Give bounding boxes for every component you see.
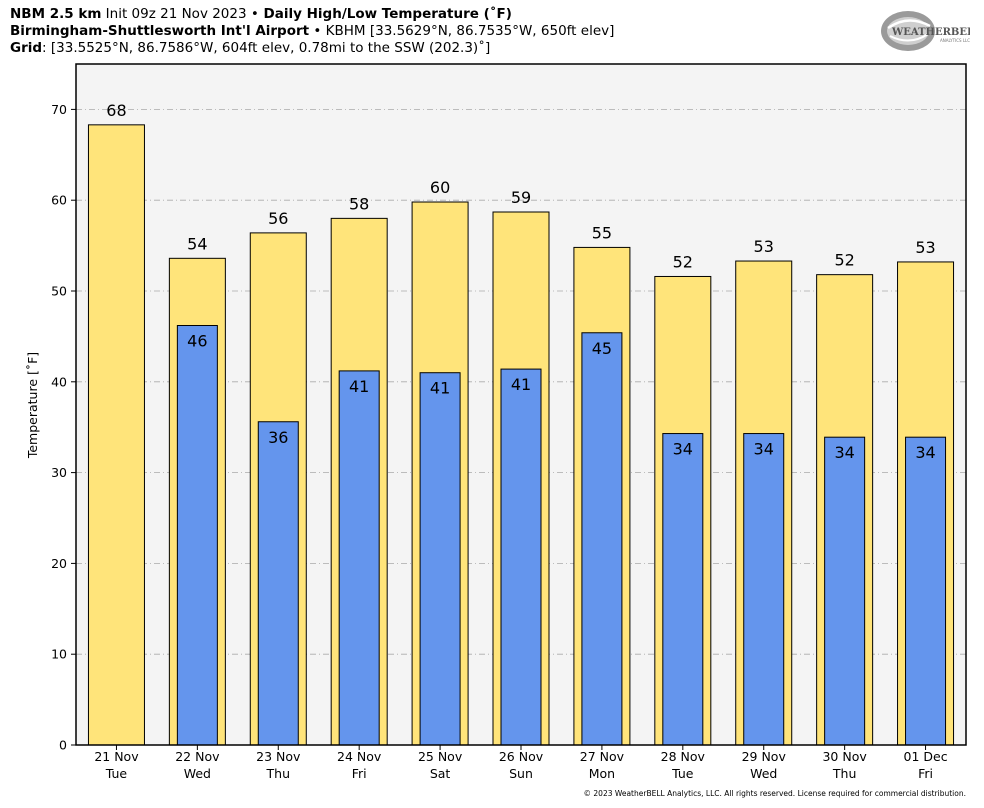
low-temp-label: 45 <box>592 339 612 358</box>
x-tick-day: Tue <box>671 766 694 781</box>
x-tick-date: 23 Nov <box>256 749 301 764</box>
x-tick-date: 21 Nov <box>94 749 139 764</box>
high-temp-label: 53 <box>754 237 774 256</box>
y-tick-label: 30 <box>51 465 67 480</box>
svg-text:WEATHERBELL: WEATHERBELL <box>891 27 970 38</box>
y-tick-label: 20 <box>51 556 67 571</box>
high-temp-label: 55 <box>592 223 612 242</box>
axes: 0 10 20 30 40 50 60 70 21 Nov Tue 22 Nov Wed 23 Nov T… <box>51 102 948 781</box>
low-temp-label: 41 <box>349 377 369 396</box>
high-temp-label: 52 <box>834 251 854 270</box>
x-tick-day: Sun <box>509 766 533 781</box>
header-separator: • <box>250 6 259 22</box>
x-tick-day: Fri <box>352 766 367 781</box>
product-name: Daily High/Low Temperature (˚F) <box>258 6 512 22</box>
x-tick-date: 27 Nov <box>580 749 625 764</box>
low-temp-bar <box>743 433 785 746</box>
weatherbell-logo: WEATHERBELL ANALYTICS LLC <box>881 11 970 51</box>
y-tick-label: 0 <box>59 738 67 753</box>
low-temp-bar <box>176 325 218 746</box>
high-temp-label: 54 <box>187 234 207 253</box>
low-temp-label: 34 <box>834 443 854 462</box>
grid-details: : [33.5525°N, 86.7586°W, 604ft elev, 0.7… <box>42 40 491 56</box>
header-separator: • <box>309 23 326 39</box>
x-tick-date: 30 Nov <box>822 749 867 764</box>
low-temp-bar <box>419 372 461 746</box>
high-temp-label: 58 <box>349 194 369 213</box>
low-temp-label: 41 <box>430 379 450 398</box>
y-tick-label: 10 <box>51 647 67 662</box>
x-tick-date: 01 Dec <box>904 749 948 764</box>
low-temp-label: 46 <box>187 332 207 351</box>
low-temp-label: 41 <box>511 375 531 394</box>
low-temp-bar <box>500 368 542 746</box>
y-axis-label: Temperature [˚F] <box>25 352 40 459</box>
low-temp-bar <box>662 433 704 746</box>
low-temp-label: 34 <box>754 440 774 459</box>
header-grid-line: Grid: [33.5525°N, 86.7586°W, 604ft elev,… <box>10 40 490 57</box>
x-tick-day: Tue <box>105 766 128 781</box>
low-temp-bar <box>824 436 866 746</box>
low-temp-label: 34 <box>915 443 935 462</box>
svg-text:ANALYTICS LLC: ANALYTICS LLC <box>940 38 970 43</box>
low-temp-bar <box>257 421 299 746</box>
y-tick-label: 40 <box>51 374 67 389</box>
x-tick-day: Thu <box>832 766 856 781</box>
x-tick-day: Mon <box>589 766 615 781</box>
high-temp-bar <box>87 124 145 746</box>
low-temp-bar <box>905 436 947 746</box>
high-temp-label: 59 <box>511 188 531 207</box>
high-temp-label: 56 <box>268 209 288 228</box>
header-station-line: Birmingham-Shuttlesworth Int'l Airport •… <box>10 23 614 40</box>
x-tick-day: Thu <box>266 766 290 781</box>
model-name: NBM 2.5 km <box>10 6 102 22</box>
grid-label: Grid <box>10 40 43 56</box>
high-temp-label: 53 <box>915 238 935 257</box>
high-temp-label: 60 <box>430 178 450 197</box>
x-tick-date: 24 Nov <box>337 749 382 764</box>
low-temp-label: 34 <box>673 440 693 459</box>
plot-frame <box>75 63 967 746</box>
x-tick-date: 22 Nov <box>175 749 220 764</box>
bars <box>87 124 955 746</box>
x-tick-day: Wed <box>184 766 211 781</box>
y-tick-label: 60 <box>51 193 67 208</box>
station-name: Birmingham-Shuttlesworth Int'l Airport <box>10 23 310 39</box>
x-tick-day: Wed <box>750 766 777 781</box>
x-tick-date: 25 Nov <box>418 749 463 764</box>
x-tick-date: 29 Nov <box>742 749 787 764</box>
header-title-line: NBM 2.5 km Init 09z 21 Nov 2023 • Daily … <box>10 6 512 23</box>
bar-value-labels: 68 54 46 56 36 58 41 60 41 59 41 55 45 52 34 53 34 52 34 53… <box>106 101 935 462</box>
high-temp-label: 68 <box>106 101 126 120</box>
init-time: Init 09z 21 Nov 2023 <box>101 6 251 22</box>
y-tick-label: 70 <box>51 102 67 117</box>
low-temp-label: 36 <box>268 428 288 447</box>
y-tick-label: 50 <box>51 284 67 299</box>
x-tick-day: Sat <box>430 766 451 781</box>
x-tick-day: Fri <box>918 766 933 781</box>
low-temp-bar <box>338 370 380 746</box>
high-temp-label: 52 <box>673 252 693 271</box>
x-tick-date: 28 Nov <box>661 749 706 764</box>
low-temp-bar <box>581 332 623 746</box>
x-tick-date: 26 Nov <box>499 749 544 764</box>
station-details: KBHM [33.5629°N, 86.7535°W, 650ft elev] <box>325 23 615 39</box>
copyright-footer: © 2023 WeatherBELL Analytics, LLC. All r… <box>583 789 966 798</box>
